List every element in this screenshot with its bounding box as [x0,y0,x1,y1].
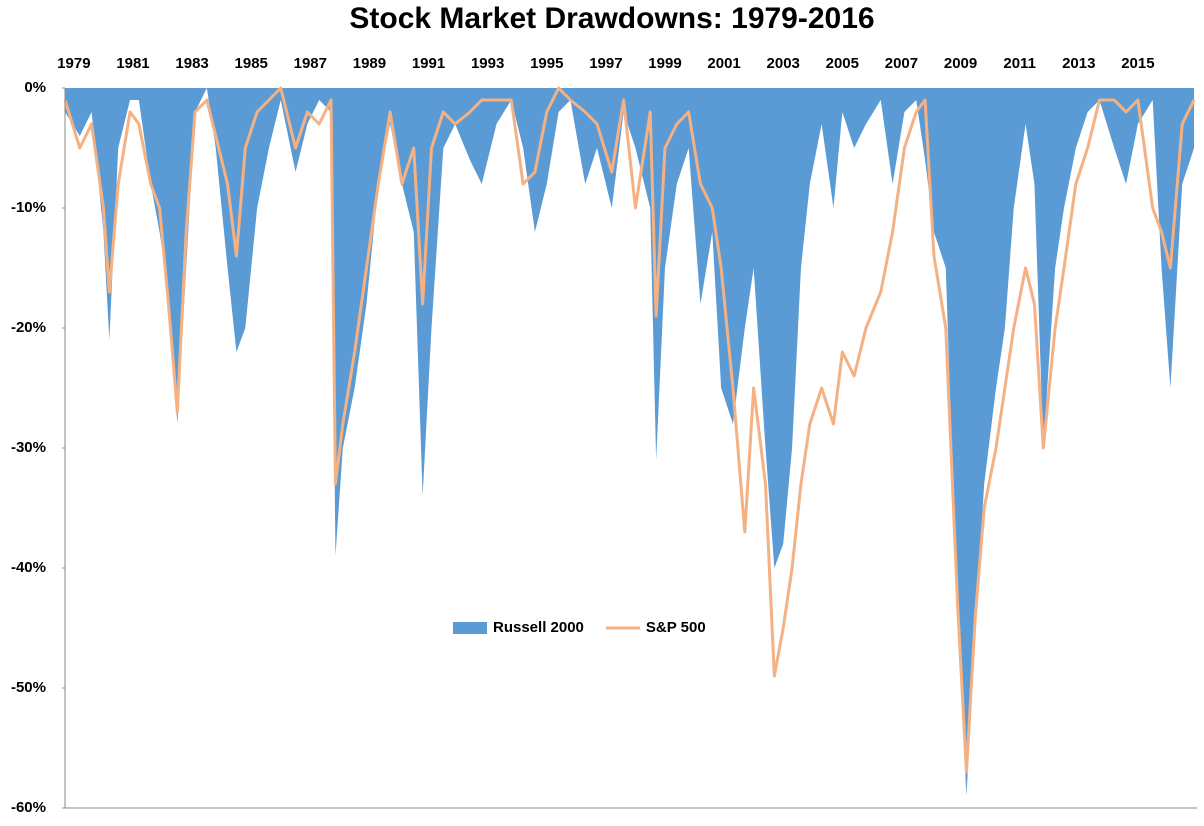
x-tick-label: 1983 [175,55,208,72]
legend-label: Russell 2000 [493,619,584,636]
x-tick-label: 1989 [353,55,386,72]
x-tick-label: 2007 [885,55,918,72]
x-tick-label: 1979 [57,55,90,72]
y-tick-label: -10% [11,199,46,216]
line [63,86,1196,774]
x-tick-label: 1985 [235,55,268,72]
x-tick-label: 2005 [826,55,859,72]
y-tick-label: 0% [24,79,46,96]
y-tick-label: -30% [11,439,46,456]
x-tick-label: 1995 [530,55,563,72]
x-tick-label: 2001 [707,55,740,72]
chart-title: Stock Market Drawdowns: 1979-2016 [349,2,874,35]
x-tick-label: 2009 [944,55,977,72]
x-tick-label: 1991 [412,55,445,72]
x-tick-label: 1981 [116,55,149,72]
x-tick-label: 2003 [767,55,800,72]
y-tick-label: -60% [11,799,46,816]
x-tick-label: 1999 [648,55,681,72]
x-tick-label: 1987 [294,55,327,72]
x-tick-label: 2013 [1062,55,1095,72]
y-tick-label: -50% [11,679,46,696]
x-tick-label: 1993 [471,55,504,72]
legend-swatch [453,622,487,634]
legend-label: S&P 500 [646,619,706,636]
x-tick-label: 2011 [1003,55,1036,72]
x-tick-label: 2015 [1121,55,1154,72]
area [65,88,1195,796]
y-tick-label: -20% [11,319,46,336]
y-tick-label: -40% [11,559,46,576]
x-tick-label: 1997 [589,55,622,72]
